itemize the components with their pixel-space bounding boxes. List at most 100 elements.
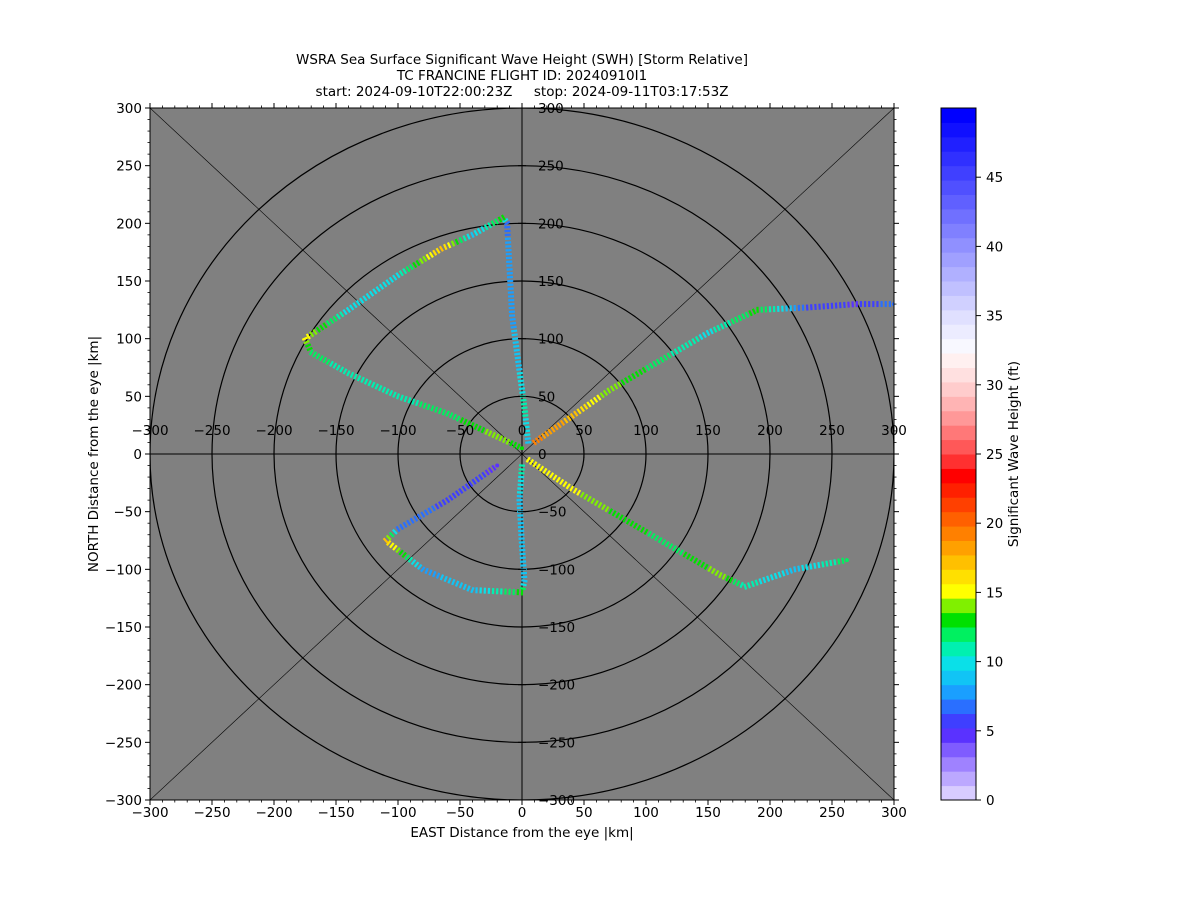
data-point [312,351,318,358]
data-point [522,414,529,417]
data-point [374,383,380,390]
data-point [680,344,686,351]
data-point [631,373,637,380]
colorbar-segment [941,136,976,152]
data-point [466,585,471,592]
data-point [714,569,720,577]
data-point [439,574,445,581]
x-tick-label: 0 [518,805,527,821]
y-tick-label: 250 [116,159,142,175]
data-point [686,553,691,560]
data-point [430,505,436,512]
data-point [487,222,493,229]
data-point [521,410,528,414]
data-point [520,446,524,451]
data-point [430,405,435,412]
y-tick-label: 0 [133,447,142,463]
data-point [516,371,523,375]
data-point [319,324,325,331]
data-point [661,539,667,546]
data-point [629,520,635,527]
data-point [518,387,526,391]
data-point [512,337,519,341]
data-point [712,326,718,333]
colorbar-segment [941,122,976,138]
data-point [473,423,479,430]
data-point [332,315,338,322]
colorbar-tick-label: 30 [986,378,1003,394]
data-point [388,389,394,397]
data-point [513,344,520,348]
data-point [432,249,438,256]
y-tick-label: 200 [116,216,142,232]
data-point [569,412,576,420]
x-tick-label-inner: 250 [819,423,845,439]
data-point [534,437,541,444]
data-point [342,368,348,375]
data-point [655,358,661,365]
y-tick-label: −150 [105,620,142,636]
data-point [359,297,365,304]
data-point [518,383,525,387]
colorbar-tick-label: 20 [986,516,1003,532]
data-point [395,525,401,533]
data-point [428,251,434,258]
y-axis-label: NORTH Distance from the eye |km| [86,336,102,572]
data-point [596,394,602,401]
data-point [349,371,355,379]
data-point [512,341,519,345]
inner-tick-labels: −300 −250 −200 −150 −100 −50 0 50 100 150 200 250 30… [131,101,906,809]
data-point [677,346,683,353]
data-point [360,376,365,384]
colorbar-segment [941,338,976,354]
data-point [416,563,423,570]
data-point [648,362,654,369]
data-point [515,364,522,368]
data-point [739,581,744,589]
data-point [484,428,489,435]
data-point [480,426,486,434]
data-point [576,408,582,415]
data-point [438,245,444,252]
data-point [616,381,622,388]
colorbar-segment [941,713,976,729]
data-point [392,528,398,535]
data-point [435,247,441,254]
data-point [622,516,628,523]
data-point [650,532,656,540]
data-point [515,360,522,364]
data-point [579,491,585,498]
x-tick-label: −200 [255,805,292,821]
data-point [608,508,614,515]
data-point [682,551,688,558]
colorbar-segment [941,252,976,268]
colorbar-segment [941,742,976,758]
x-tick-label-inner: −200 [255,423,292,439]
data-point [349,304,355,311]
colorbar-segment [941,367,976,383]
data-point [638,368,644,376]
data-point [652,360,658,367]
data-point [325,358,331,366]
x-tick-label-inner: 50 [575,423,592,439]
data-point [726,319,732,327]
data-point [636,524,642,531]
data-point [420,566,426,573]
data-point [312,328,318,336]
data-point [634,370,640,378]
data-point [785,568,790,576]
data-point [817,561,821,569]
data-point [470,231,475,239]
data-point [668,543,674,550]
data-point [385,388,390,395]
y-tick-label-inner: 150 [538,274,564,290]
data-point [769,574,774,581]
data-point [813,562,817,569]
data-point [684,342,690,349]
data-point [309,331,315,338]
data-point [801,564,805,572]
colorbar-tick-label: 45 [986,170,1003,186]
data-point [537,435,544,442]
y-tick-label: 300 [116,101,142,117]
colorbar-segment [941,598,976,614]
